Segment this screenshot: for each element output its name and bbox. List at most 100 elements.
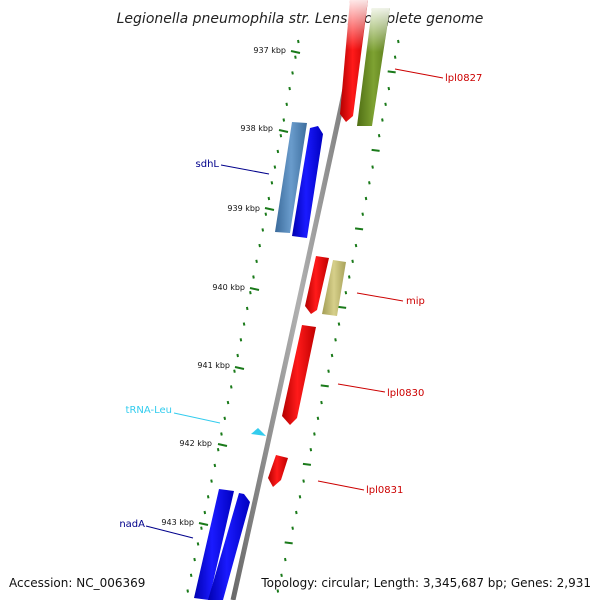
inner-minor-tick [242, 322, 246, 326]
inner-minor-tick [226, 400, 230, 405]
outer-minor-tick [295, 510, 298, 515]
leader-mip [356, 292, 404, 302]
gene-feature-sdhL-steel[interactable] [275, 122, 307, 233]
inner-minor-tick [258, 243, 261, 248]
inner-minor-tick [282, 118, 286, 122]
inner-minor-tick [193, 557, 196, 562]
map-title: Legionella pneumophila str. Lens, comple… [117, 11, 484, 27]
major-tick-941 [234, 366, 245, 370]
outer-minor-tick [384, 102, 387, 106]
outer-minor-tick [330, 353, 334, 358]
major-tick-937 [290, 50, 301, 54]
inner-minor-tick [288, 86, 291, 91]
outer-minor-tick [334, 338, 337, 342]
inner-minor-tick [279, 134, 283, 138]
outer-minor-tick [291, 526, 294, 530]
inner-minor-tick [245, 306, 249, 311]
inner-minor-tick [239, 338, 243, 342]
outer-minor-tick [298, 495, 302, 499]
major-tick-942 [217, 443, 228, 447]
leader-lpl0831 [317, 480, 365, 491]
outer-minor-tick [320, 400, 323, 405]
outer-minor-tick [320, 384, 329, 388]
outer-minor-tick [354, 227, 364, 231]
tick-label-939: 939 kbp [227, 204, 260, 213]
inner-minor-tick [203, 510, 207, 515]
tick-label-938: 938 kbp [240, 124, 273, 133]
tick-label-941: 941 kbp [197, 361, 230, 370]
inner-minor-tick [267, 196, 271, 201]
gene-label-tRNA-Leu[interactable]: tRNA-Leu [126, 405, 172, 416]
gene-feature-tRNA-Leu[interactable] [251, 428, 266, 436]
inner-minor-tick [264, 212, 268, 216]
gene-feature-lpl0831[interactable] [268, 455, 288, 487]
gene-label-lpl0827[interactable]: lpl0827 [445, 73, 482, 84]
outer-minor-tick [302, 462, 312, 466]
major-tick-938 [278, 129, 289, 133]
outer-minor-tick [280, 573, 283, 577]
inner-minor-tick [186, 589, 190, 593]
inner-minor-tick [236, 353, 239, 358]
leader-lpl0830 [337, 383, 386, 393]
gene-feature-nadA-2[interactable] [208, 493, 250, 600]
outer-minor-tick [302, 479, 305, 483]
outer-minor-tick [313, 432, 316, 436]
outer-minor-tick [351, 259, 354, 263]
leader-lpl0827 [394, 68, 444, 79]
gene-feature-sdhL-blue[interactable] [292, 126, 323, 238]
gene-label-sdhL[interactable]: sdhL [196, 159, 220, 170]
outer-minor-tick [368, 181, 371, 185]
outer-minor-tick [284, 541, 293, 545]
outer-minor-tick [361, 212, 364, 216]
gene-label-nadA[interactable]: nadA [119, 519, 145, 530]
inner-minor-tick [291, 71, 294, 75]
inner-minor-tick [252, 275, 255, 279]
outer-minor-tick [364, 196, 368, 201]
outer-minor-tick [309, 448, 313, 452]
gene-feature-lpl0830[interactable] [282, 325, 316, 425]
gene-label-mip[interactable]: mip [406, 296, 425, 307]
tick-label-937: 937 kbp [253, 46, 286, 55]
inner-minor-tick [294, 55, 297, 59]
leader-sdhL [220, 164, 270, 175]
gene-feature-nadA-1[interactable] [194, 489, 234, 600]
outer-minor-tick [284, 557, 287, 562]
tick-label-940: 940 kbp [212, 283, 245, 292]
gene-feature-red-940[interactable] [305, 256, 329, 314]
inner-minor-tick [276, 149, 280, 154]
leader-nadA [145, 525, 194, 539]
outer-tick-marks [276, 39, 400, 593]
gene-labels: lpl0827 sdhL mip lpl0830 tRNA-Leu lpl083… [119, 68, 482, 539]
gene-fade-top-red [343, 0, 368, 50]
inner-minor-tick [261, 228, 265, 232]
major-tick-939 [264, 207, 275, 211]
inner-minor-tick [273, 165, 277, 169]
outer-minor-tick [347, 275, 351, 279]
inner-minor-tick [216, 448, 220, 452]
outer-minor-tick [344, 291, 348, 295]
outer-minor-tick [354, 243, 358, 248]
gene-fade-lpl0827 [365, 8, 390, 52]
outer-minor-tick [316, 416, 320, 420]
outer-minor-tick [371, 148, 380, 152]
outer-minor-tick [337, 322, 341, 326]
inner-minor-tick [249, 291, 252, 295]
gene-label-lpl0830[interactable]: lpl0830 [387, 388, 424, 399]
leader-tRNA-Leu [173, 412, 221, 424]
inner-minor-tick [233, 369, 236, 373]
outer-minor-tick [371, 165, 374, 169]
outer-minor-tick [377, 134, 381, 138]
major-tick-940 [249, 287, 260, 291]
gene-feature-mip[interactable] [322, 260, 346, 316]
outer-minor-tick [393, 55, 397, 59]
major-ticks: 937 kbp 938 kbp 939 kbp 940 kbp 941 kbp … [161, 46, 301, 527]
inner-minor-tick [200, 526, 203, 530]
outer-minor-tick [338, 305, 347, 309]
outer-minor-tick [387, 70, 396, 74]
outer-minor-tick [276, 589, 280, 593]
inner-minor-tick [270, 181, 274, 185]
accession-text: Accession: NC_006369 [9, 576, 145, 590]
gene-label-lpl0831[interactable]: lpl0831 [366, 485, 403, 496]
inner-minor-tick [229, 385, 233, 389]
